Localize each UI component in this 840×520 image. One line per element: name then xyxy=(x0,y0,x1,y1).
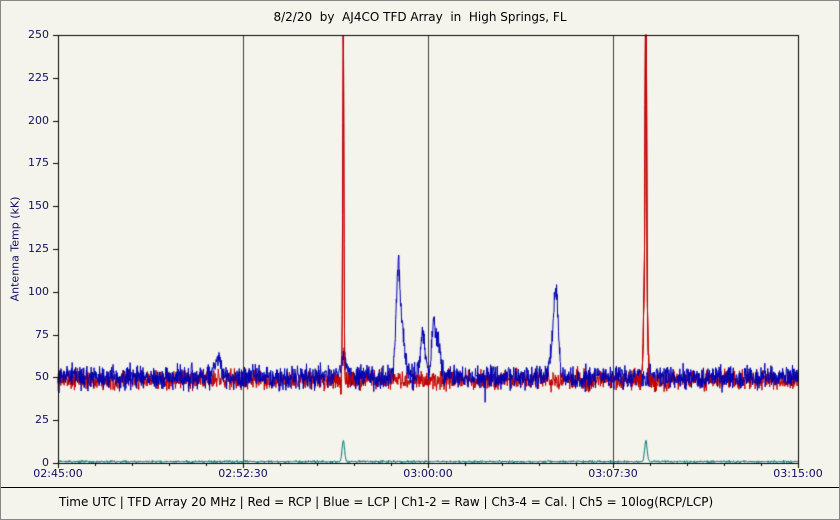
status-bar: Time UTC | TFD Array 20 MHz | Red = RCP … xyxy=(1,487,839,519)
x-tick-label: 03:15:00 xyxy=(773,467,823,480)
y-tick-label: 225 xyxy=(28,70,49,84)
plot-canvas xyxy=(1,1,839,486)
y-tick-label: 50 xyxy=(35,370,49,384)
y-tick-label: 25 xyxy=(35,413,49,427)
x-tick-label: 03:07:30 xyxy=(588,467,638,480)
y-tick-label: 125 xyxy=(28,242,49,255)
y-tick-label: 175 xyxy=(28,156,49,170)
y-tick-label: 200 xyxy=(28,113,49,127)
y-tick-label: 150 xyxy=(28,199,49,213)
y-tick-label: 100 xyxy=(28,284,49,298)
x-tick-label: 03:00:00 xyxy=(403,467,453,480)
y-tick-label: 75 xyxy=(35,327,49,341)
y-tick-label: 250 xyxy=(28,28,49,41)
x-tick-label: 02:45:00 xyxy=(33,467,83,480)
y-tick-label: 0 xyxy=(42,456,49,469)
x-tick-label: 02:52:30 xyxy=(218,467,268,480)
status-bar-text: Time UTC | TFD Array 20 MHz | Red = RCP … xyxy=(59,495,714,509)
